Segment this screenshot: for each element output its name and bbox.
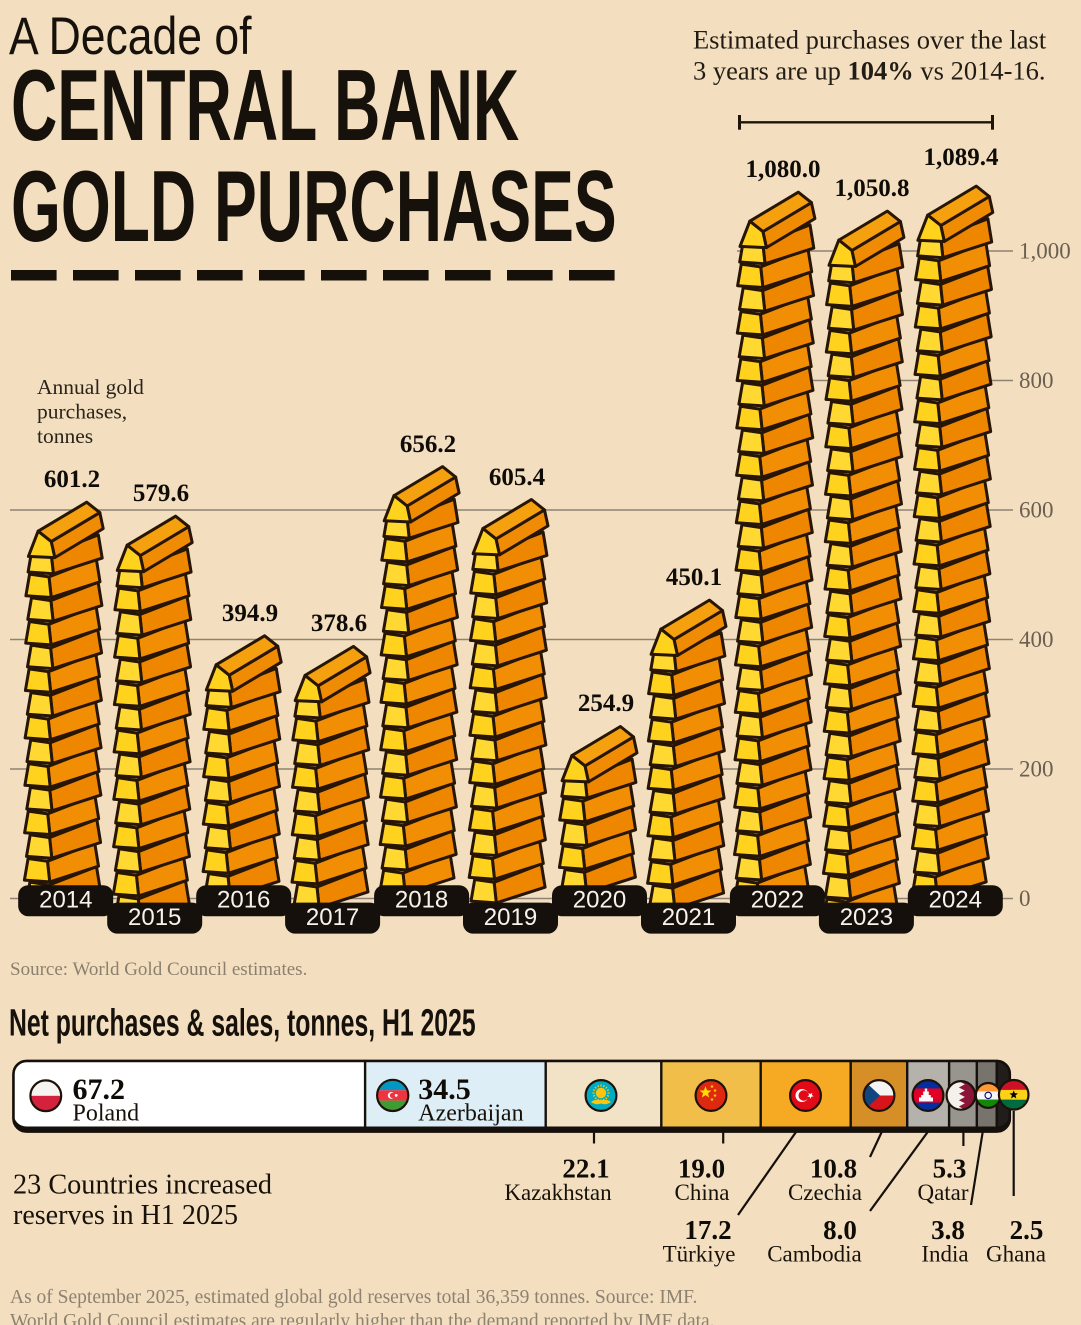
svg-text:GOLD PURCHASES: GOLD PURCHASES (11, 149, 617, 262)
svg-text:Annual gold: Annual gold (37, 375, 144, 399)
svg-text:200: 200 (1019, 757, 1054, 782)
svg-text:254.9: 254.9 (578, 690, 634, 717)
svg-text:2022: 2022 (751, 887, 804, 914)
svg-text:Kazakhstan: Kazakhstan (504, 1180, 612, 1205)
svg-text:3.8: 3.8 (931, 1215, 965, 1245)
svg-text:10.8: 10.8 (810, 1154, 857, 1184)
svg-text:601.2: 601.2 (44, 466, 100, 493)
svg-text:2019: 2019 (484, 904, 537, 931)
svg-text:Estimated purchases over the l: Estimated purchases over the last (693, 25, 1047, 55)
svg-text:8.0: 8.0 (823, 1215, 857, 1245)
svg-text:Net purchases & sales, tonnes,: Net purchases & sales, tonnes, H1 2025 (9, 1001, 476, 1044)
svg-text:17.2: 17.2 (684, 1215, 731, 1245)
svg-text:378.6: 378.6 (311, 610, 367, 637)
svg-text:450.1: 450.1 (666, 564, 722, 591)
svg-text:400: 400 (1019, 627, 1054, 652)
svg-text:2023: 2023 (840, 904, 893, 931)
svg-text:2021: 2021 (662, 904, 715, 931)
svg-text:2016: 2016 (217, 887, 270, 914)
svg-text:656.2: 656.2 (400, 431, 456, 458)
svg-text:2.5: 2.5 (1010, 1215, 1044, 1245)
svg-text:1,050.8: 1,050.8 (835, 175, 910, 202)
svg-text:As of September 2025, estimate: As of September 2025, estimated global g… (10, 1287, 697, 1308)
svg-text:World Gold Council estimates a: World Gold Council estimates are regular… (10, 1311, 715, 1325)
svg-text:Poland: Poland (73, 1101, 140, 1127)
svg-text:579.6: 579.6 (133, 480, 189, 507)
svg-text:19.0: 19.0 (678, 1154, 725, 1184)
svg-text:Qatar: Qatar (917, 1180, 968, 1205)
svg-text:China: China (675, 1180, 730, 1205)
svg-text:605.4: 605.4 (489, 464, 546, 491)
svg-text:2018: 2018 (395, 887, 448, 914)
svg-text:23 Countries increased: 23 Countries increased (13, 1170, 272, 1201)
svg-text:Czechia: Czechia (788, 1180, 862, 1205)
svg-text:2017: 2017 (306, 904, 359, 931)
svg-text:2024: 2024 (929, 887, 982, 914)
svg-text:2015: 2015 (128, 904, 181, 931)
svg-text:600: 600 (1019, 498, 1054, 523)
svg-text:India: India (921, 1241, 968, 1266)
svg-text:2014: 2014 (39, 887, 92, 914)
svg-text:2020: 2020 (573, 887, 626, 914)
svg-text:reserves in H1 2025: reserves in H1 2025 (13, 1200, 238, 1231)
svg-text:394.9: 394.9 (222, 600, 278, 627)
svg-text:22.1: 22.1 (562, 1154, 609, 1184)
svg-text:0: 0 (1019, 886, 1031, 911)
svg-text:1,000: 1,000 (1019, 239, 1071, 264)
svg-text:Ghana: Ghana (986, 1241, 1046, 1266)
svg-text:Cambodia: Cambodia (767, 1241, 862, 1266)
svg-text:Azerbaijan: Azerbaijan (418, 1101, 523, 1127)
svg-text:Türkiye: Türkiye (663, 1241, 736, 1266)
svg-text:3 years are up 104% vs 2014-16: 3 years are up 104% vs 2014-16. (693, 56, 1046, 86)
svg-text:purchases,: purchases, (37, 400, 127, 424)
svg-text:1,089.4: 1,089.4 (924, 144, 1000, 171)
svg-text:tonnes: tonnes (37, 424, 93, 448)
svg-text:67.2: 67.2 (73, 1073, 126, 1106)
svg-text:34.5: 34.5 (418, 1073, 471, 1106)
svg-text:1,080.0: 1,080.0 (746, 156, 821, 183)
svg-text:800: 800 (1019, 368, 1054, 393)
svg-text:Source: World Gold Council est: Source: World Gold Council estimates. (10, 959, 307, 980)
svg-text:CENTRAL BANK: CENTRAL BANK (11, 48, 519, 161)
svg-text:5.3: 5.3 (933, 1154, 967, 1184)
svg-text:A Decade of: A Decade of (9, 7, 252, 65)
